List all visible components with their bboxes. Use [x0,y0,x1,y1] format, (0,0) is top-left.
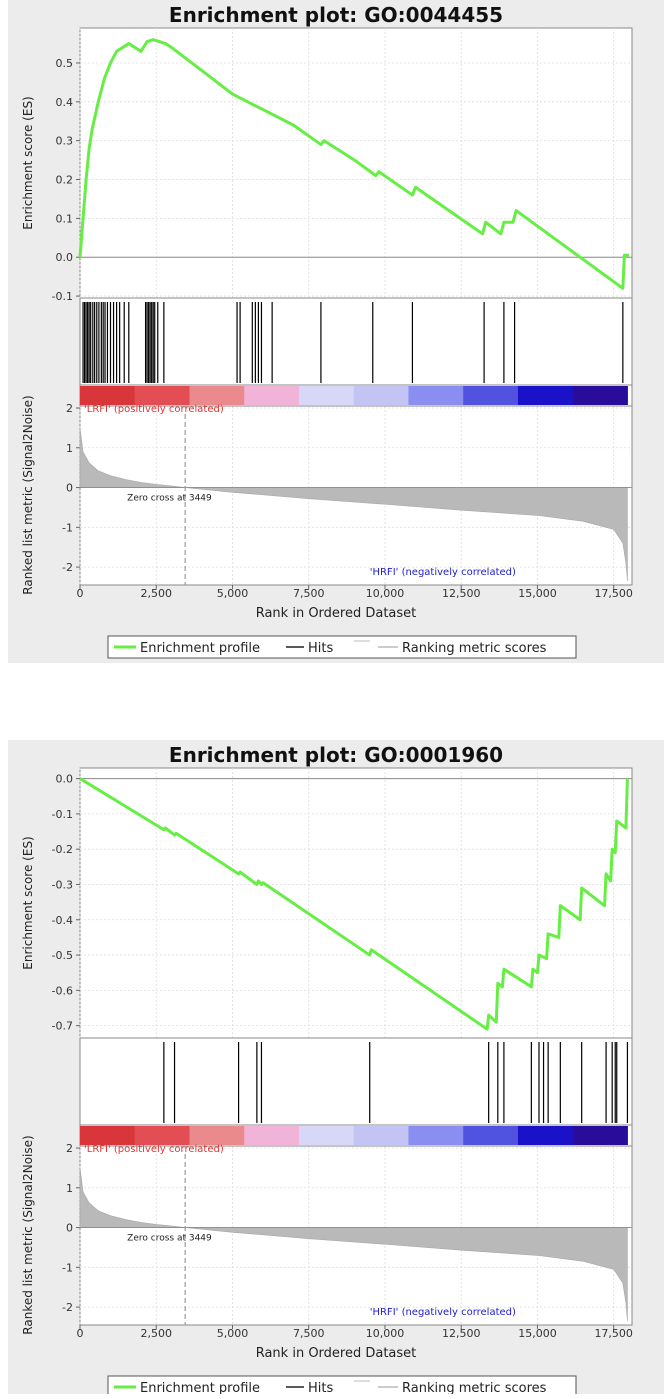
enrichment-chart-2: Enrichment plot: GO:0001960 0.0 -0.1 -0.2 -0… [21,743,633,1399]
ranking-bar-segment [463,386,519,405]
negative-correlation-label: 'HRFI' (negatively correlated) [370,1307,516,1318]
enrichment-profile-line [78,38,629,290]
enrichment-profile-line [79,777,629,1031]
ranking-bar-segment [134,1126,190,1145]
ranking-bar-segment [189,1126,245,1145]
es-y-tick-label: -0.5 [52,949,73,962]
ranking-bar-segment [353,1126,409,1145]
legend-hits-label: Hits [308,641,333,656]
ranking-bar-segment [134,386,190,405]
metric-y-tick-label: 2 [66,402,73,415]
ranking-bar-segment [408,386,464,405]
es-y-tick-label: -0.1 [52,290,73,303]
metric-y-tick-label: -1 [62,521,73,534]
metric-area [79,1167,628,1322]
ranking-bar-segment [244,1126,300,1145]
legend-profile-label: Enrichment profile [140,1381,260,1394]
legend-profile-label: Enrichment profile [140,641,260,656]
es-y-tick-label: -0.1 [52,808,73,821]
metric-y-tick-label: -2 [62,1301,73,1314]
ranking-bar-segment [517,1126,574,1145]
x-tick-label: 2,500 [140,1327,172,1340]
metric-y-tick-label: -2 [62,561,73,574]
x-tick-label: 15,000 [518,587,557,600]
x-tick-label: 7,500 [293,587,325,600]
ranking-bar-segment [80,386,136,405]
es-y-tick-label: 0.0 [56,251,74,264]
ranking-bar-segment [408,1126,464,1145]
metric-y-axis-label: Ranked list metric (Signal2Noise) [21,395,35,594]
negative-correlation-label: 'HRFI' (negatively correlated) [370,567,516,578]
ranking-bar-segment [244,386,300,405]
enrichment-chart-1: Enrichment plot: GO:0044455 -0.1 0.0 0.1 0.2… [21,3,633,659]
ranking-bar-segment [80,1126,136,1145]
enrichment-plot-panel-1: Enrichment plot: GO:0044455 -0.1 0.0 0.1 0.2… [8,0,664,663]
x-tick-label: 12,500 [442,587,481,600]
es-y-tick-label: -0.7 [52,1020,73,1033]
es-y-tick-label: -0.3 [52,878,73,891]
metric-y-tick-label: 2 [66,1142,73,1155]
positive-correlation-label: 'LRFI' (positively correlated) [84,1144,224,1155]
metric-area [79,427,628,582]
x-tick-label: 12,500 [442,1327,481,1340]
es-y-tick-label: 0.5 [56,57,74,70]
x-tick-label: 17,500 [594,587,633,600]
es-y-tick-label: 0.1 [56,212,74,225]
x-tick-label: 0 [77,587,84,600]
es-y-tick-label: -0.2 [52,843,73,856]
legend-box [107,635,577,659]
x-tick-label: 7,500 [293,1327,325,1340]
x-axis-label: Rank in Ordered Dataset [256,606,417,621]
es-y-tick-label: 0.3 [56,135,74,148]
x-axis-label: Rank in Ordered Dataset [256,1346,417,1361]
zero-cross-label: Zero cross at 3449 [127,1234,212,1244]
zero-cross-label: Zero cross at 3449 [127,494,212,504]
x-tick-label: 5,000 [217,587,249,600]
ranking-bar-segment [189,386,245,405]
metric-y-tick-label: 1 [66,442,73,455]
positive-correlation-label: 'LRFI' (positively correlated) [84,404,224,415]
chart-title: Enrichment plot: GO:0044455 [169,3,503,27]
ranking-bar-segment [353,386,409,405]
es-y-tick-label: 0.4 [56,96,74,109]
metric-y-tick-label: 1 [66,1182,73,1195]
es-y-tick-label: 0.2 [56,174,74,187]
ranking-bar-segment [463,1126,519,1145]
legend-hits-label: Hits [308,1381,333,1394]
enrichment-plot-panel-2: Enrichment plot: GO:0001960 0.0 -0.1 -0.2 -0… [8,740,664,1399]
metric-y-axis-label: Ranked list metric (Signal2Noise) [21,1135,35,1334]
legend-ranking-label: Ranking metric scores [402,1381,547,1394]
es-y-axis-label: Enrichment score (ES) [21,96,35,229]
legend-ranking-label: Ranking metric scores [402,641,547,656]
x-tick-label: 10,000 [366,587,405,600]
chart-title: Enrichment plot: GO:0001960 [169,743,503,767]
metric-y-tick-label: 0 [66,482,73,495]
metric-y-tick-label: 0 [66,1222,73,1235]
ranking-bar-segment [298,386,355,405]
x-tick-label: 10,000 [366,1327,405,1340]
es-y-axis-label: Enrichment score (ES) [21,836,35,969]
ranking-bar-segment [517,386,574,405]
x-tick-label: 0 [77,1327,84,1340]
es-y-tick-label: -0.4 [52,914,73,927]
metric-y-tick-label: -1 [62,1261,73,1274]
ranking-bar-segment [572,386,628,405]
ranking-bar-segment [298,1126,355,1145]
x-tick-label: 2,500 [140,587,172,600]
x-tick-label: 17,500 [594,1327,633,1340]
x-tick-label: 15,000 [518,1327,557,1340]
x-tick-label: 5,000 [217,1327,249,1340]
es-y-tick-label: 0.0 [56,773,74,786]
ranking-bar-segment [572,1126,628,1145]
es-y-tick-label: -0.6 [52,984,73,997]
